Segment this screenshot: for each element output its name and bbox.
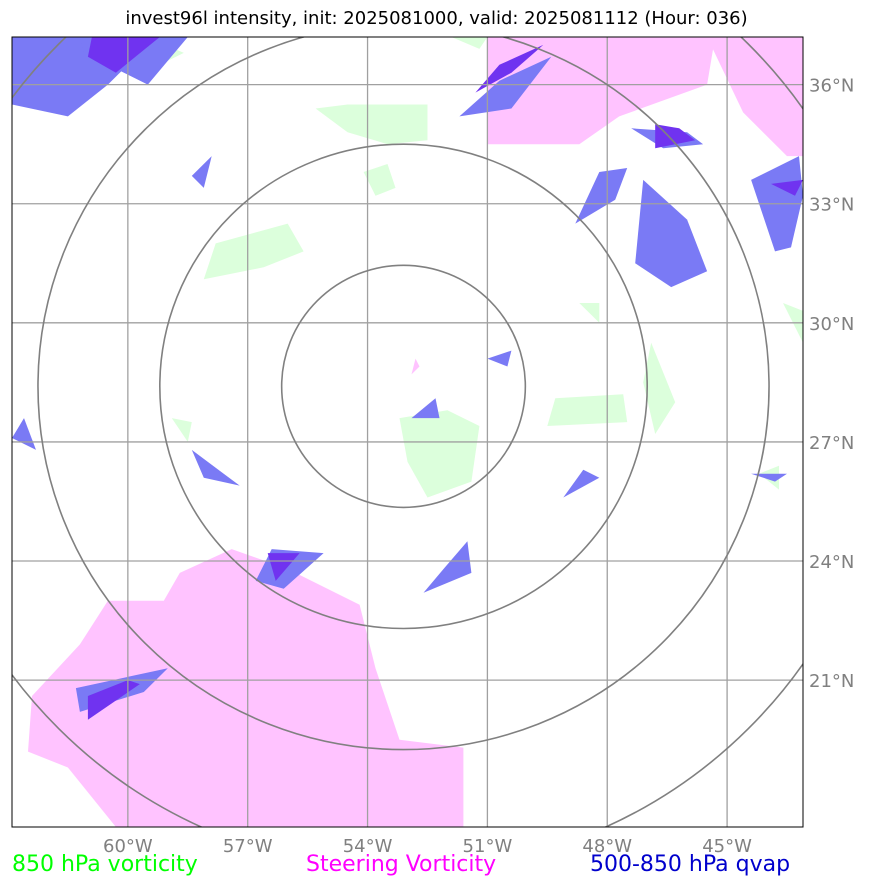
tick-labels: 60°W 57°W 54°W 51°W 48°W 45°W 36°N 33°N 30°N 27°N… — [103, 76, 854, 857]
qvap-contour — [191, 156, 212, 188]
qvap-high-contour — [655, 124, 696, 149]
vorticity-850-contour — [547, 394, 628, 426]
legend-qvap: 500-850 hPa qvap — [590, 852, 791, 877]
qvap-contour — [635, 179, 708, 288]
vorticity-850-field — [147, 37, 803, 498]
vorticity-850-contour — [451, 37, 488, 49]
vorticity-850-contour — [171, 418, 192, 442]
vorticity-850-contour — [399, 410, 480, 498]
vorticity-850-contour — [363, 164, 396, 196]
steering-vorticity-contour — [411, 358, 420, 375]
steering-vorticity-contour — [487, 37, 803, 157]
lat-tick-label: 24°N — [809, 552, 854, 573]
qvap-high-contour — [475, 44, 544, 93]
distance-rings — [12, 37, 803, 827]
qvap-high-contour — [267, 553, 300, 581]
map-title: invest96l intensity, init: 2025081000, v… — [125, 8, 748, 29]
lon-tick-label: 48°W — [582, 836, 632, 857]
vorticity-850-contour — [203, 223, 304, 280]
map-frame — [11, 36, 804, 828]
qvap-contour — [575, 168, 628, 224]
lon-tick-label: 60°W — [103, 836, 153, 857]
qvap-contour — [751, 473, 787, 482]
lon-tick-label: 54°W — [343, 836, 393, 857]
qvap-field — [12, 37, 803, 720]
qvap-contour — [411, 398, 440, 419]
vorticity-850-contour — [579, 303, 600, 323]
steering-vorticity-contour — [28, 549, 464, 827]
lon-tick-label: 45°W — [702, 836, 752, 857]
lon-tick-label: 51°W — [463, 836, 513, 857]
vorticity-850-contour — [643, 342, 676, 434]
distance-ring — [37, 37, 770, 751]
qvap-contour — [459, 56, 552, 117]
legend-850-vorticity: 850 hPa vorticity — [12, 852, 198, 877]
lat-tick-label: 36°N — [809, 76, 854, 97]
distance-ring — [280, 264, 527, 509]
lat-tick-label: 27°N — [809, 433, 854, 454]
grid-lines — [12, 37, 803, 827]
legend-steering-vorticity: Steering Vorticity — [306, 852, 497, 877]
qvap-contour — [423, 541, 472, 593]
qvap-contour — [487, 350, 512, 367]
distance-ring — [159, 143, 648, 630]
qvap-high-contour — [87, 37, 160, 73]
lat-tick-label: 33°N — [809, 195, 854, 216]
lat-tick-label: 21°N — [809, 671, 854, 692]
lon-tick-label: 57°W — [223, 836, 273, 857]
qvap-contour — [563, 469, 600, 498]
qvap-contour — [12, 418, 36, 450]
qvap-contour — [191, 449, 240, 486]
lat-tick-label: 30°N — [809, 314, 854, 335]
qvap-high-contour — [771, 179, 803, 196]
vorticity-850-contour — [315, 104, 428, 145]
qvap-high-contour — [87, 680, 140, 720]
